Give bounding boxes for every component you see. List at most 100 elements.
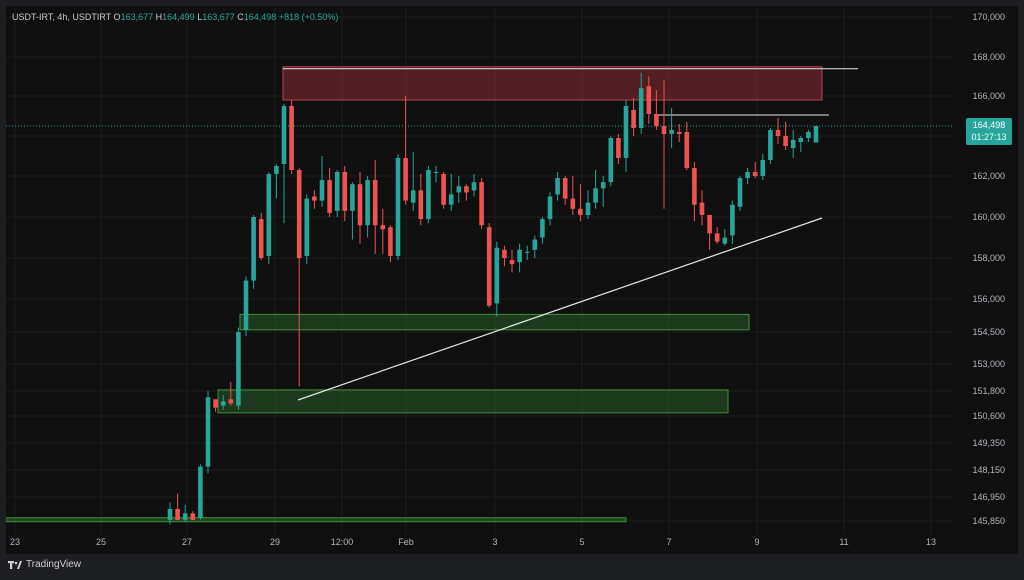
candle-body — [547, 196, 553, 220]
time-tick-label: 12:00 — [331, 537, 354, 547]
candle-body — [175, 509, 180, 520]
candle — [768, 128, 773, 164]
candle — [684, 122, 690, 170]
candle — [502, 245, 507, 267]
time-tick-label: 13 — [926, 537, 936, 547]
candle-body — [471, 182, 477, 191]
candle-body — [388, 227, 393, 256]
price-tick-label: 158,000 — [972, 253, 1005, 263]
candle-body — [646, 86, 652, 114]
candle — [403, 96, 408, 205]
candle-body — [479, 182, 484, 226]
candle-body — [228, 399, 234, 404]
candle-body — [350, 184, 355, 211]
symbol-title: USDT-IRT, 4h, USDTIRT — [12, 12, 112, 22]
candle — [266, 172, 272, 265]
candle-body — [555, 178, 560, 195]
candle — [524, 245, 530, 261]
candle-body — [578, 208, 583, 215]
candle-body — [806, 132, 811, 138]
candle-body — [562, 178, 568, 199]
candle-body — [616, 138, 621, 158]
candle-body — [631, 110, 636, 128]
close-label: C — [237, 12, 244, 22]
open-label: O — [113, 12, 121, 22]
candle-body — [357, 184, 363, 226]
candle — [410, 152, 416, 211]
time-tick-label: 3 — [492, 537, 497, 547]
tradingview-logo-icon — [8, 560, 22, 570]
price-tick-label: 168,000 — [972, 52, 1005, 62]
time-tick-label: 11 — [839, 537, 848, 547]
candle — [236, 327, 241, 410]
candle — [251, 214, 256, 289]
candle — [182, 504, 188, 523]
candle — [395, 154, 401, 261]
candle — [570, 176, 576, 215]
candle — [175, 493, 180, 520]
candle-body — [775, 130, 781, 136]
candle-body — [676, 132, 682, 134]
candle — [350, 182, 355, 240]
candle — [813, 126, 819, 143]
candle — [692, 162, 697, 222]
candle — [623, 100, 629, 172]
candle — [433, 166, 439, 183]
time-tick-label: 25 — [96, 537, 106, 547]
footer-brand[interactable]: TradingView — [8, 559, 81, 570]
candle — [669, 108, 674, 148]
candle — [752, 162, 758, 179]
candle-body — [220, 401, 226, 406]
price-axis: 170,000168,000166,000164,000162,000160,0… — [972, 12, 1005, 526]
price-tick-label: 153,000 — [972, 359, 1005, 369]
candle-body — [768, 130, 773, 160]
candle — [426, 166, 431, 224]
candle-body — [403, 158, 408, 201]
candle — [517, 243, 522, 273]
candle-body — [182, 513, 188, 520]
candle — [365, 176, 370, 238]
candlestick-chart[interactable]: 170,000168,000166,000164,000162,000160,0… — [6, 6, 1018, 554]
candle — [312, 190, 317, 209]
candle-body — [654, 114, 659, 126]
candle — [327, 168, 332, 217]
candle-body — [205, 397, 211, 467]
time-tick-label: 7 — [666, 537, 671, 547]
candle-body — [266, 174, 272, 256]
candle — [631, 98, 636, 136]
candle-body — [289, 106, 294, 170]
chart-panel[interactable]: 170,000168,000166,000164,000162,000160,0… — [6, 6, 1018, 554]
candle — [730, 200, 735, 244]
candle — [296, 168, 302, 387]
price-tick-label: 166,000 — [972, 91, 1005, 101]
candles — [167, 72, 819, 525]
candle — [471, 174, 477, 197]
candle — [167, 502, 173, 525]
candle-body — [585, 202, 591, 215]
candle-body — [372, 180, 378, 226]
candle-body — [304, 198, 310, 256]
candle — [547, 192, 553, 226]
candle — [304, 194, 310, 265]
candle-body — [540, 219, 545, 238]
candle — [745, 168, 750, 185]
candle-body — [699, 202, 705, 215]
candle-body — [258, 219, 264, 258]
candle — [380, 208, 386, 254]
candle — [486, 223, 492, 308]
price-tick-label: 149,350 — [972, 438, 1005, 448]
time-tick-label: Feb — [398, 537, 414, 547]
candle-body — [274, 166, 279, 174]
price-tick-label: 150,600 — [972, 411, 1005, 421]
candle — [190, 511, 196, 520]
candle-body — [312, 196, 317, 201]
candle — [281, 104, 287, 224]
candle — [676, 124, 682, 142]
candle — [319, 156, 325, 207]
candle — [737, 176, 743, 211]
candle-body — [707, 214, 712, 234]
candle-body — [722, 237, 728, 244]
candle — [494, 241, 500, 317]
candle-body — [342, 172, 348, 211]
candle — [334, 170, 340, 217]
